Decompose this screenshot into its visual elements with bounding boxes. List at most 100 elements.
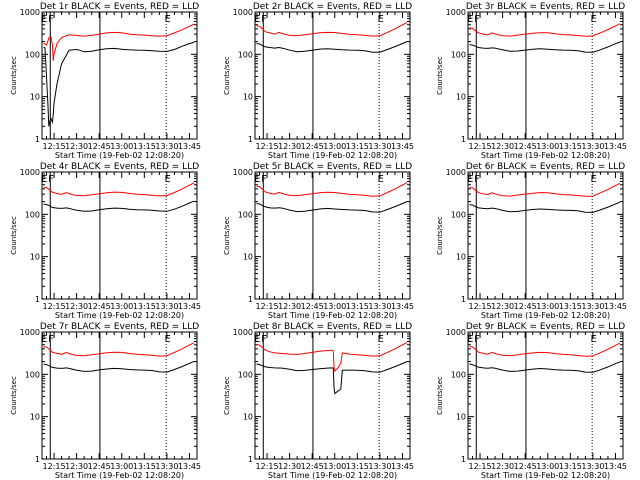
x-tick-label: 12:30 — [278, 142, 301, 151]
x-tick-label: 12:45 — [301, 302, 324, 311]
events-series-line — [469, 201, 621, 213]
x-tick-label: 13:00 — [323, 462, 346, 471]
x-tick-label: 13:15 — [559, 462, 582, 471]
x-tick-label: 12:15 — [43, 142, 66, 151]
x-tick-label: 12:15 — [256, 302, 279, 311]
x-tick-label: 13:45 — [391, 142, 414, 151]
x-tick-label: 12:30 — [65, 462, 88, 471]
x-tick-label: 13:00 — [536, 302, 559, 311]
lld-series-line — [469, 342, 621, 357]
y-axis-label: Counts/sec — [223, 56, 231, 95]
y-tick-label: 1000 — [233, 328, 253, 337]
x-tick-label: 13:00 — [323, 302, 346, 311]
x-tick-label: 13:00 — [323, 142, 346, 151]
y-tick-label: 10 — [243, 413, 253, 422]
x-tick-label: 12:45 — [301, 462, 324, 471]
x-tick-label: 12:15 — [469, 142, 492, 151]
panel-title: Det 9r BLACK = Events, RED = LLD — [466, 322, 625, 332]
y-tick-label: 10 — [456, 253, 466, 262]
y-tick-label: 10 — [243, 93, 253, 102]
panel-title: Det 7r BLACK = Events, RED = LLD — [40, 322, 199, 332]
x-tick-label: 13:45 — [178, 142, 201, 151]
y-tick-label: 1000 — [20, 168, 40, 177]
time-marker-E: E — [254, 334, 260, 345]
plot-frame — [467, 331, 624, 460]
y-tick-label: 1 — [35, 135, 40, 144]
lld-series-line — [256, 342, 408, 372]
time-marker-E: E — [467, 174, 473, 185]
x-tick-label: 12:30 — [65, 142, 88, 151]
y-axis-label: Counts/sec — [223, 376, 231, 415]
x-tick-label: 13:30 — [368, 142, 391, 151]
y-tick-label: 100 — [25, 210, 40, 219]
lld-series-line — [43, 342, 195, 357]
x-tick-label: 12:30 — [491, 462, 514, 471]
x-tick-label: 13:15 — [133, 302, 156, 311]
x-tick-label: 12:15 — [469, 302, 492, 311]
events-series-line — [256, 41, 408, 53]
y-tick-label: 1 — [35, 295, 40, 304]
x-tick-label: 13:15 — [346, 462, 369, 471]
x-tick-label: 13:30 — [581, 302, 604, 311]
y-tick-label: 10 — [30, 93, 40, 102]
time-marker-E: E — [41, 14, 47, 25]
panel-1: Det 1r BLACK = Events, RED = LLD 1 10 100 10… — [10, 2, 201, 160]
x-axis-label: Start Time (19-Feb-02 12:08:20) — [481, 471, 610, 480]
time-marker-F: F — [474, 174, 480, 185]
y-axis-label: Counts/sec — [10, 56, 18, 95]
panel-9: Det 9r BLACK = Events, RED = LLD 1 10 100 10… — [436, 322, 627, 480]
x-tick-label: 13:15 — [559, 302, 582, 311]
x-tick-label: 12:45 — [88, 302, 111, 311]
panel-8: Det 8r BLACK = Events, RED = LLD 1 10 100 10… — [223, 322, 414, 480]
panel-title: Det 4r BLACK = Events, RED = LLD — [40, 162, 199, 172]
time-marker-F: F — [48, 334, 54, 345]
x-tick-label: 12:30 — [65, 302, 88, 311]
panel-title: Det 3r BLACK = Events, RED = LLD — [466, 2, 625, 12]
time-marker-F: F — [48, 14, 54, 25]
panel-title: Det 2r BLACK = Events, RED = LLD — [253, 2, 412, 12]
panel-6: Det 6r BLACK = Events, RED = LLD 1 10 100 10… — [436, 162, 627, 320]
panel-title: Det 1r BLACK = Events, RED = LLD — [40, 2, 199, 12]
x-tick-label: 12:45 — [514, 462, 537, 471]
x-tick-label: 13:30 — [368, 462, 391, 471]
y-tick-label: 10 — [30, 253, 40, 262]
y-axis-label: Counts/sec — [10, 376, 18, 415]
time-marker-E: E — [254, 14, 260, 25]
events-series-line — [469, 361, 621, 373]
time-marker-E: E — [377, 14, 383, 25]
plot-frame — [254, 11, 411, 140]
y-tick-label: 100 — [238, 210, 253, 219]
plot-frame — [254, 331, 411, 460]
time-marker-E: E — [377, 334, 383, 345]
y-tick-label: 100 — [25, 370, 40, 379]
plot-frame — [41, 171, 198, 300]
panel-title: Det 8r BLACK = Events, RED = LLD — [253, 322, 412, 332]
time-marker-E: E — [467, 14, 473, 25]
y-axis-label: Counts/sec — [10, 216, 18, 255]
time-marker-F: F — [261, 14, 267, 25]
y-tick-label: 100 — [238, 370, 253, 379]
panel-7: Det 7r BLACK = Events, RED = LLD 1 10 100 10… — [10, 322, 201, 480]
lld-series-line — [43, 23, 195, 61]
plot-frame — [467, 171, 624, 300]
y-tick-label: 1000 — [20, 8, 40, 17]
x-tick-label: 13:00 — [110, 462, 133, 471]
x-axis-label: Start Time (19-Feb-02 12:08:20) — [268, 311, 397, 320]
x-axis-label: Start Time (19-Feb-02 12:08:20) — [268, 471, 397, 480]
x-tick-label: 13:15 — [346, 142, 369, 151]
time-marker-E: E — [254, 174, 260, 185]
events-series-line — [256, 201, 408, 213]
x-axis-label: Start Time (19-Feb-02 12:08:20) — [268, 151, 397, 160]
events-series-line — [469, 41, 621, 53]
panel-title: Det 6r BLACK = Events, RED = LLD — [466, 162, 625, 172]
x-tick-label: 12:15 — [43, 462, 66, 471]
y-tick-label: 10 — [456, 93, 466, 102]
time-marker-E: E — [41, 174, 47, 185]
events-series-line — [256, 361, 408, 395]
y-axis-label: Counts/sec — [436, 376, 444, 415]
y-tick-label: 1000 — [233, 8, 253, 17]
y-axis-label: Counts/sec — [436, 56, 444, 95]
lld-series-line — [469, 182, 621, 197]
x-tick-label: 12:45 — [514, 302, 537, 311]
x-tick-label: 13:30 — [581, 462, 604, 471]
